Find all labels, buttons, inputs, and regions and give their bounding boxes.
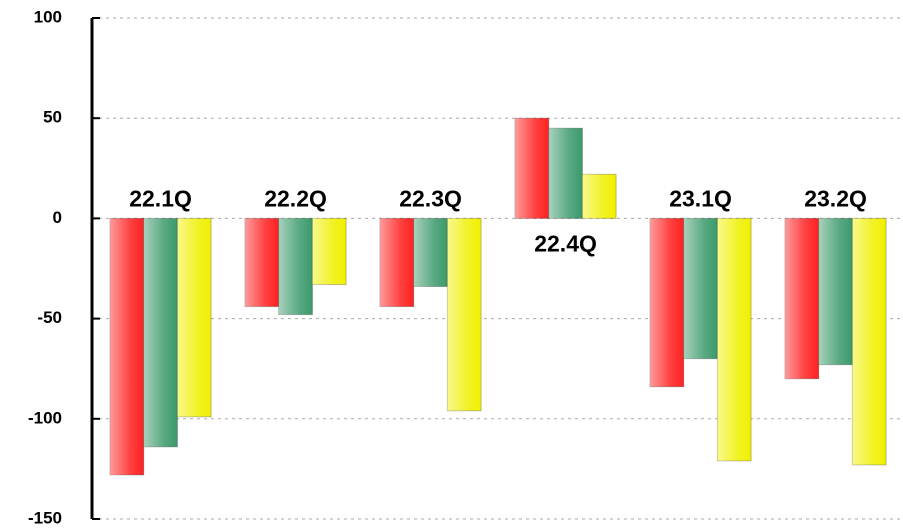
bar (176, 217, 212, 418)
bar (446, 217, 482, 412)
category-label: 22.2Q (264, 185, 327, 211)
category-label: 23.1Q (669, 185, 732, 211)
bar (548, 127, 583, 219)
bar (818, 217, 853, 366)
category-label: 23.2Q (804, 185, 867, 211)
bar (311, 217, 347, 286)
y-tick-label: -100 (28, 408, 62, 427)
y-tick-label: 50 (43, 108, 62, 127)
y-tick-label: -150 (28, 508, 62, 527)
y-tick-label: 100 (34, 7, 62, 26)
bar (716, 217, 752, 462)
bar (784, 217, 820, 380)
category-label: 22.4Q (534, 230, 597, 256)
y-tick-label: 0 (53, 208, 62, 227)
category-label: 22.1Q (129, 185, 192, 211)
bar (649, 217, 685, 388)
bar (143, 217, 178, 448)
bar (109, 217, 145, 476)
bar (514, 117, 550, 219)
bar (851, 217, 887, 466)
bar (244, 217, 280, 308)
category-label: 22.3Q (399, 185, 462, 211)
bar (581, 173, 617, 219)
bar (413, 217, 448, 288)
y-tick-label: -50 (37, 308, 62, 327)
bar (683, 217, 718, 360)
bar (278, 217, 313, 316)
bar (379, 217, 415, 308)
